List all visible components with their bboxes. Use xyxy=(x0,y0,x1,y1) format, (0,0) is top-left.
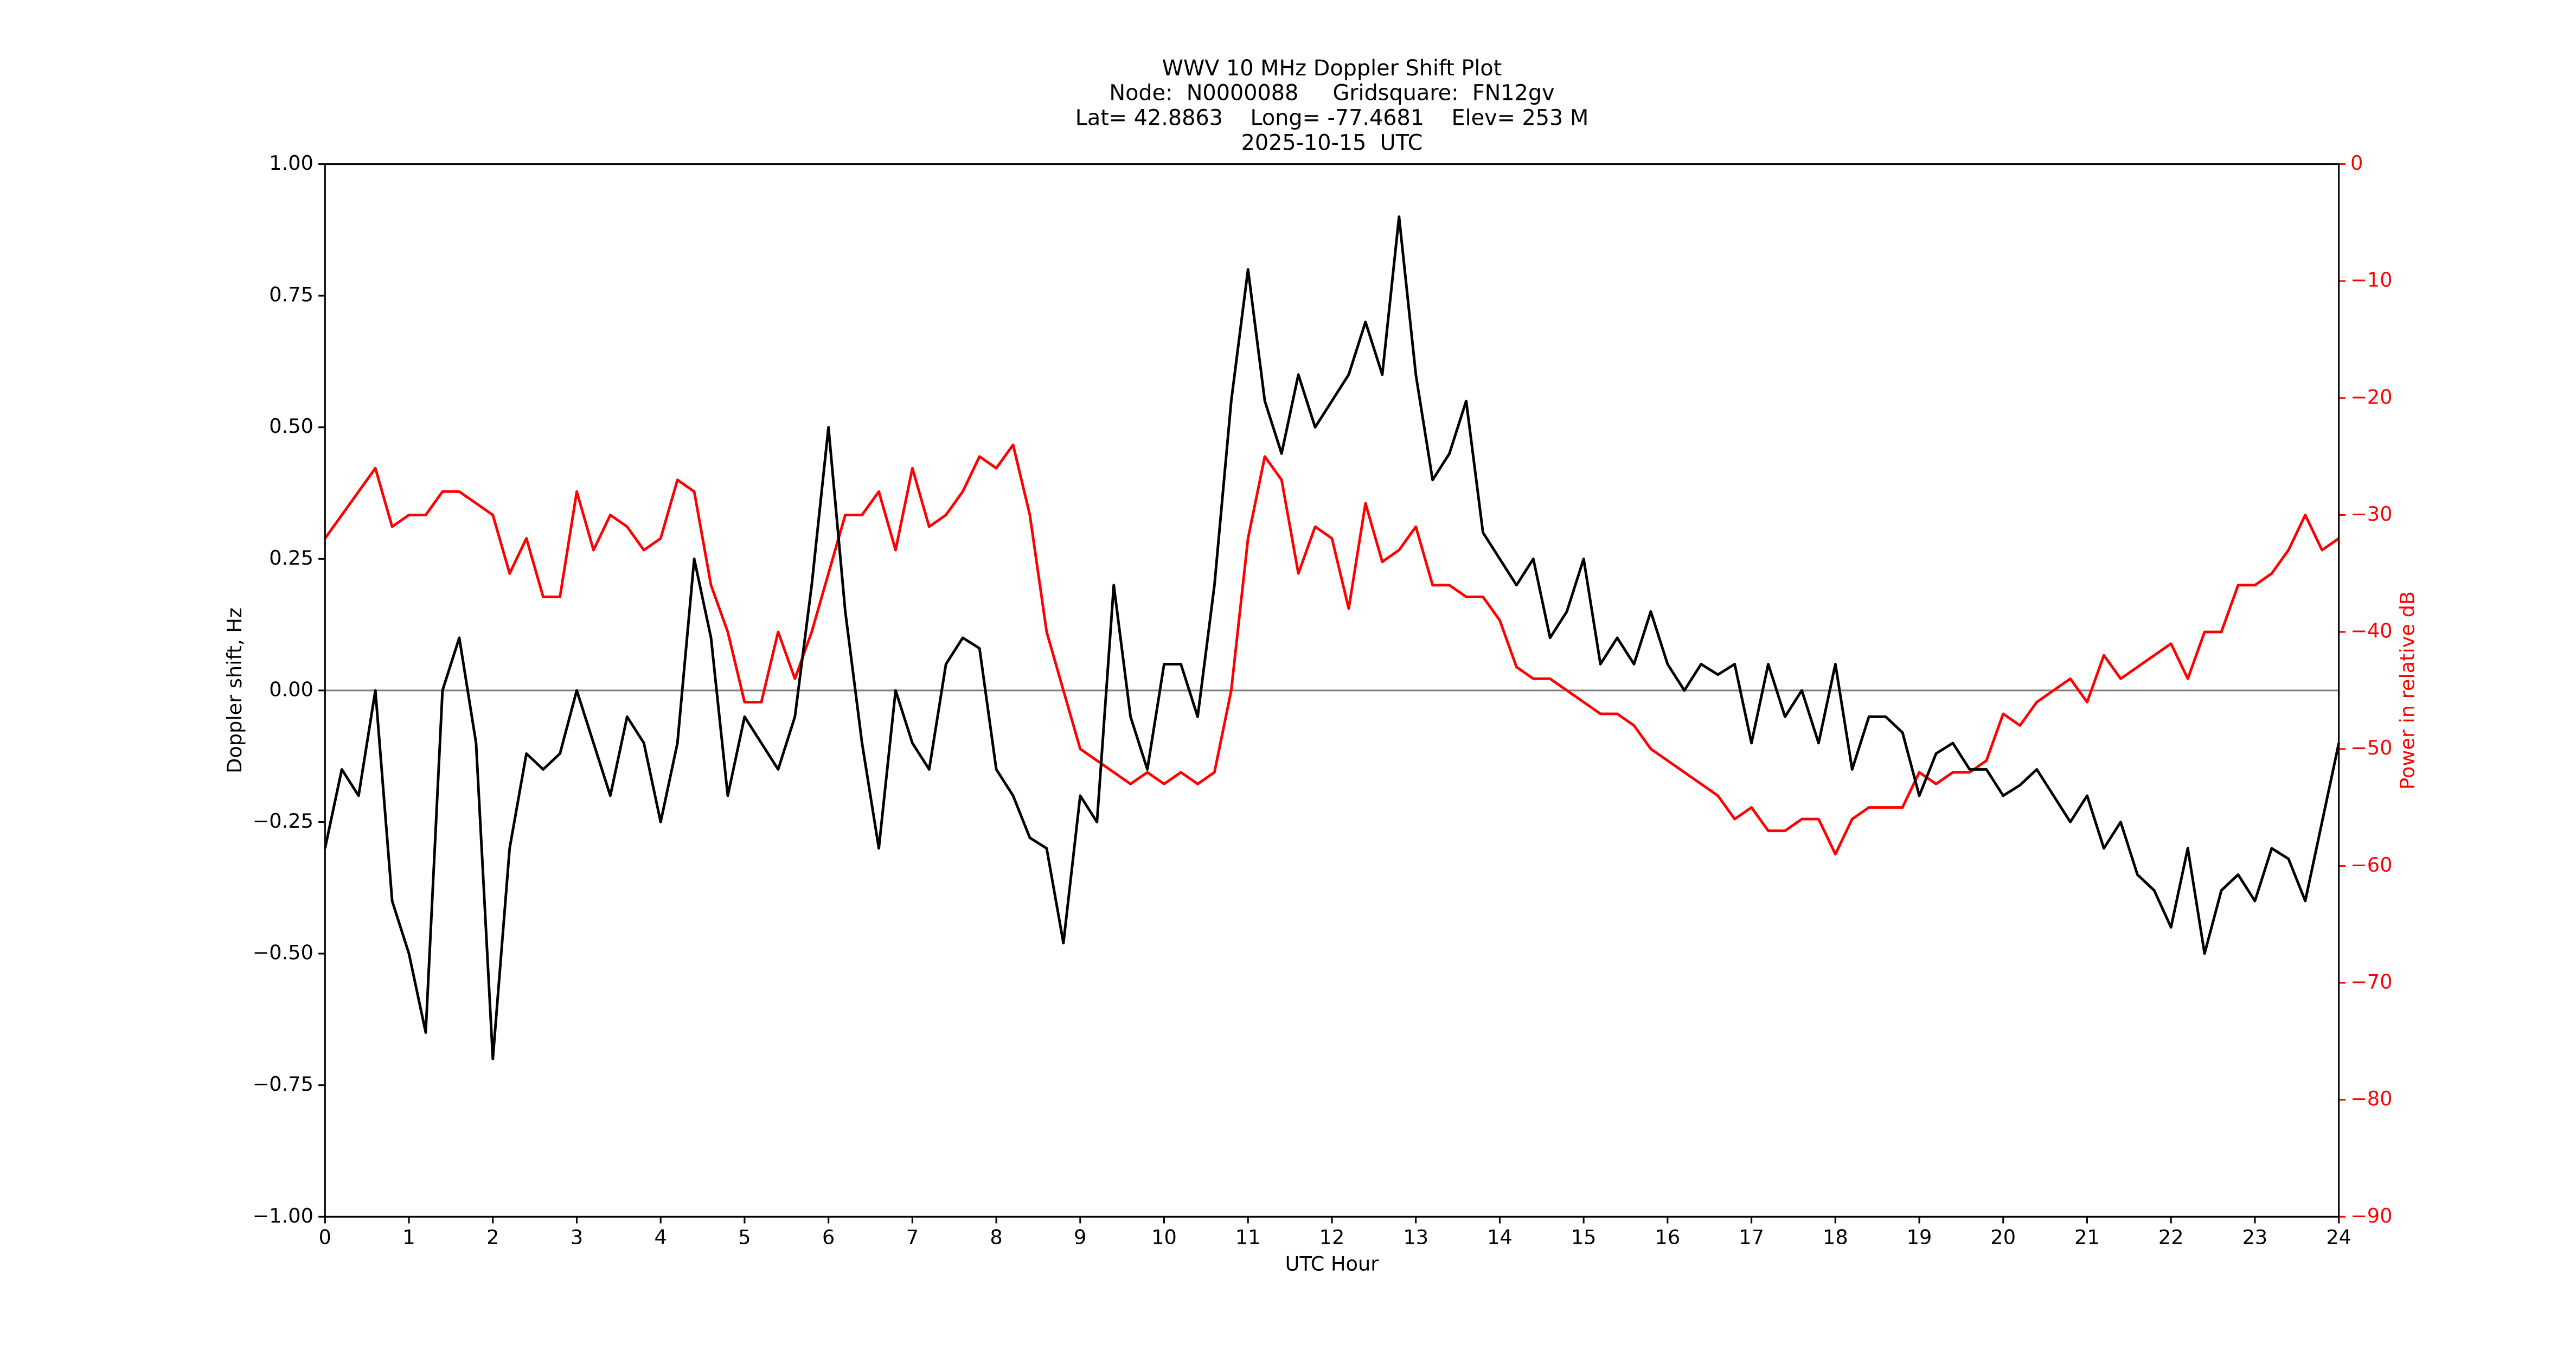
plot-frame xyxy=(324,163,2340,1218)
x-tick-label: 24 xyxy=(2326,1226,2351,1249)
x-tick-label: 23 xyxy=(2242,1226,2268,1249)
data-line xyxy=(323,215,2341,1060)
x-tick-label: 15 xyxy=(1571,1226,1597,1249)
chart-title: Lat= 42.8863 Long= -77.4681 Elev= 253 M xyxy=(1075,106,1588,131)
y-tick-label: −0.75 xyxy=(253,1072,313,1096)
y2-tick-label: −60 xyxy=(2350,853,2392,877)
x-tick-label: 20 xyxy=(1990,1226,2016,1249)
x-tick-label: 7 xyxy=(906,1226,919,1249)
x-tick-label: 12 xyxy=(1319,1226,1345,1249)
data-line xyxy=(324,443,2340,856)
x-tick-label: 17 xyxy=(1739,1226,1764,1249)
x-tick-label: 9 xyxy=(1074,1226,1086,1249)
y2-tick-label: 0 xyxy=(2350,151,2363,175)
x-tick-label: 0 xyxy=(319,1226,331,1249)
chart-title: WWV 10 MHz Doppler Shift Plot xyxy=(1162,56,1502,81)
x-tick-label: 10 xyxy=(1151,1226,1177,1249)
y2-tick-label: −20 xyxy=(2350,385,2392,408)
x-tick-label: 16 xyxy=(1655,1226,1681,1249)
x-tick-label: 19 xyxy=(1907,1226,1932,1249)
x-tick-label: 1 xyxy=(402,1226,415,1249)
x-tick-label: 14 xyxy=(1487,1226,1513,1249)
y2-tick-label: −50 xyxy=(2350,736,2392,759)
y2-tick-label: −90 xyxy=(2350,1204,2392,1227)
y-tick-label: −0.50 xyxy=(253,941,313,964)
x-tick-label: 8 xyxy=(990,1226,1002,1249)
x-tick-label: 22 xyxy=(2158,1226,2184,1249)
y2-tick-label: −30 xyxy=(2350,502,2392,526)
chart-title: 2025-10-15 UTC xyxy=(1241,130,1423,155)
x-tick-label: 6 xyxy=(822,1226,835,1249)
x-axis-label: UTC Hour xyxy=(1285,1252,1380,1275)
y-tick-label: −0.25 xyxy=(253,809,313,833)
x-tick-label: 3 xyxy=(571,1226,583,1249)
y2-tick-label: −40 xyxy=(2350,619,2392,643)
y2-tick-label: −70 xyxy=(2350,970,2392,994)
x-tick-label: 11 xyxy=(1235,1226,1261,1249)
y2-tick-label: −80 xyxy=(2350,1087,2392,1110)
y-tick-label: 0.25 xyxy=(269,546,313,570)
y-tick-label: 0.00 xyxy=(269,677,313,701)
x-tick-label: 2 xyxy=(486,1226,499,1249)
y-tick-label: 0.50 xyxy=(269,414,313,438)
y-tick-label: −1.00 xyxy=(253,1204,313,1227)
x-tick-label: 13 xyxy=(1403,1226,1428,1249)
y2-axis-label: Power in relative dB xyxy=(2396,591,2419,790)
x-tick-label: 18 xyxy=(1823,1226,1848,1249)
x-tick-label: 21 xyxy=(2074,1226,2100,1249)
x-tick-label: 5 xyxy=(738,1226,751,1249)
y-tick-label: 0.75 xyxy=(269,283,313,306)
x-tick-label: 4 xyxy=(655,1226,667,1249)
chart-title: Node: N0000088 Gridsquare: FN12gv xyxy=(1109,81,1554,106)
y2-tick-label: −10 xyxy=(2350,268,2392,292)
y-tick-label: 1.00 xyxy=(269,151,313,175)
y-axis-label: Doppler shift, Hz xyxy=(223,607,246,773)
